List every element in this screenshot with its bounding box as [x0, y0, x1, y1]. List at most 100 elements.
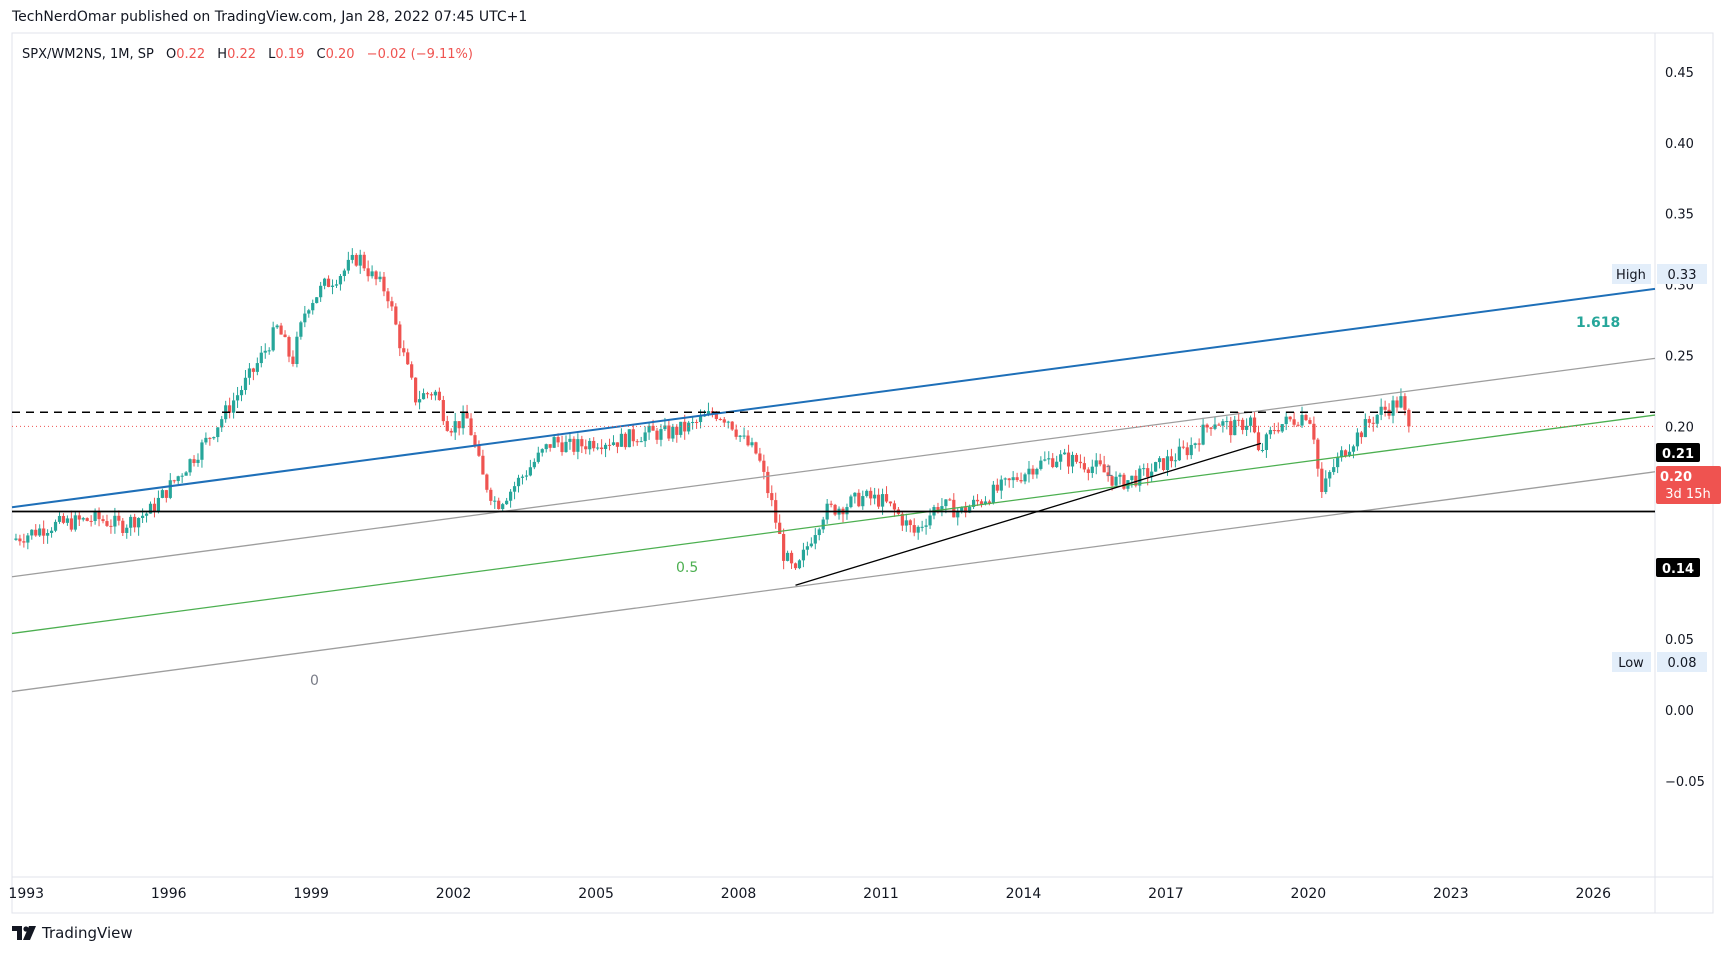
- low-value: 0.08: [1668, 656, 1697, 671]
- candle-body: [386, 291, 390, 302]
- candle-body: [311, 303, 315, 311]
- candle-body: [1023, 474, 1027, 482]
- candle-body: [46, 532, 50, 536]
- candle-body: [1324, 478, 1328, 492]
- candle-body: [121, 520, 125, 533]
- candle-body: [1150, 471, 1154, 477]
- candle-body: [481, 455, 485, 475]
- candle-body: [204, 437, 208, 443]
- candle-body: [188, 459, 192, 473]
- last-price-tag: [1656, 466, 1721, 504]
- candle-body: [263, 350, 267, 353]
- candle-body: [61, 515, 66, 523]
- candle-body: [1169, 456, 1174, 462]
- candle-body: [1066, 452, 1071, 467]
- candle-body: [417, 399, 422, 403]
- candle-body: [73, 515, 77, 530]
- candle-body: [247, 368, 252, 378]
- candle-body: [473, 435, 477, 446]
- candle-body: [410, 364, 414, 378]
- candle-body: [362, 254, 366, 269]
- candle-body: [113, 515, 117, 527]
- candle-body: [283, 334, 287, 338]
- candle-body: [216, 427, 220, 438]
- candle-body: [38, 528, 42, 536]
- candle-body: [1007, 478, 1011, 481]
- last-price-value: 0.20: [1660, 470, 1692, 485]
- candle-body: [1276, 430, 1280, 432]
- candle-body: [528, 467, 532, 476]
- legend-high-label: H: [217, 47, 227, 62]
- candle-body: [516, 477, 521, 487]
- candle-body: [164, 490, 168, 498]
- candle-body: [425, 393, 430, 395]
- candle-body: [853, 492, 857, 497]
- candle-body: [647, 425, 651, 433]
- candle-body: [754, 442, 758, 454]
- candle-body: [619, 433, 623, 447]
- price-axis[interactable]: 0.450.400.350.300.250.200.150.100.050.00…: [1665, 66, 1705, 790]
- candle-body: [239, 390, 244, 396]
- candle-body: [267, 350, 271, 352]
- candle-body: [303, 313, 307, 323]
- candle-body: [821, 519, 825, 530]
- candle-body: [552, 437, 556, 448]
- bar-countdown: 3d 15h: [1665, 487, 1710, 502]
- candle-body: [738, 435, 742, 437]
- candle-body: [1272, 430, 1276, 432]
- candle-body: [77, 515, 81, 520]
- candle-body: [437, 391, 441, 401]
- x-tick-label: 2017: [1148, 886, 1184, 902]
- candle-body: [1059, 454, 1063, 462]
- candle-body: [849, 496, 853, 508]
- candle-body: [1264, 434, 1269, 450]
- candle-body: [1118, 474, 1122, 477]
- candle-body: [694, 421, 699, 423]
- plot-area[interactable]: [14, 248, 1411, 570]
- candle-body: [1280, 424, 1284, 432]
- candle-body: [1339, 450, 1344, 458]
- candle-body: [1193, 443, 1197, 445]
- candle-body: [540, 449, 544, 453]
- y-tick-label: 0.00: [1665, 704, 1694, 719]
- candle-body: [1062, 452, 1067, 455]
- candle-body: [1031, 468, 1035, 475]
- candle-body: [461, 412, 465, 429]
- candle-body: [148, 503, 153, 514]
- candle-body: [1256, 432, 1261, 451]
- candle-body: [991, 484, 995, 503]
- candle-body: [14, 538, 18, 540]
- candle-body: [861, 496, 865, 507]
- tradingview-branding[interactable]: TradingView: [12, 924, 133, 942]
- candle-body: [1403, 396, 1407, 410]
- candle-body: [833, 504, 837, 515]
- time-axis[interactable]: 1993 1996 1999 2002 2005 2008 2011 2014 2017 2020…: [8, 886, 1611, 902]
- candle-body: [1090, 466, 1094, 474]
- candle-body: [655, 430, 659, 440]
- candle-body: [192, 459, 196, 463]
- candle-body: [1070, 454, 1075, 467]
- candle-body: [904, 520, 908, 526]
- candle-body: [869, 490, 873, 499]
- candle-body: [53, 521, 58, 531]
- candle-body: [295, 336, 299, 364]
- candle-body: [402, 348, 406, 353]
- y-tick-label: 0.35: [1665, 208, 1694, 223]
- candle-body: [631, 429, 635, 442]
- candle-body: [457, 421, 461, 429]
- candle-body: [758, 453, 762, 461]
- candle-body: [1328, 472, 1332, 479]
- drawing-overlay: 0 0.5 1 1.618: [11, 287, 1656, 693]
- candle-body: [1209, 427, 1213, 429]
- candle-body: [797, 560, 802, 569]
- candle-body: [817, 529, 821, 536]
- candle-body: [1035, 468, 1039, 475]
- candle-body: [382, 276, 386, 292]
- candle-body: [888, 501, 893, 504]
- candle-body: [140, 515, 145, 518]
- candle-body: [374, 271, 378, 280]
- candle-body: [1134, 475, 1138, 486]
- candle-body: [338, 276, 343, 285]
- candle-body: [916, 526, 920, 533]
